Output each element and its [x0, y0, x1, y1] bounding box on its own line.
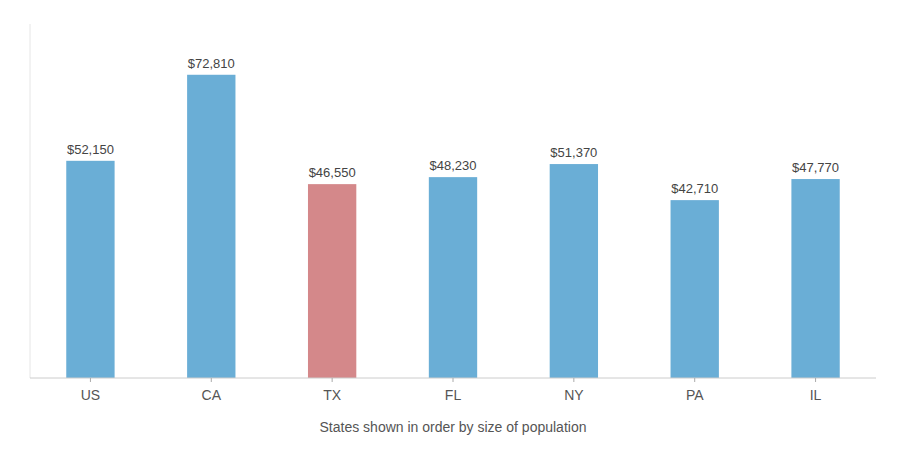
- bar: [671, 200, 719, 378]
- x-tick: [453, 378, 454, 382]
- data-label: $47,770: [792, 160, 839, 175]
- y-range-line: [30, 24, 31, 378]
- x-tick-label: FL: [445, 387, 462, 403]
- chart: $52,150 $72,810 $46,550 $48,230 $51,370 $42,7…: [0, 0, 900, 450]
- x-tick: [573, 378, 574, 382]
- data-label: $42,710: [671, 181, 718, 196]
- x-tick-label: TX: [323, 387, 342, 403]
- x-tick: [211, 378, 212, 382]
- x-tick-label: NY: [564, 387, 584, 403]
- data-label: $72,810: [188, 56, 235, 71]
- data-label: $52,150: [67, 142, 114, 157]
- x-tick: [332, 378, 333, 382]
- data-label: $51,370: [550, 145, 597, 160]
- x-tick: [90, 378, 91, 382]
- bar: [791, 179, 839, 378]
- x-tick: [694, 378, 695, 382]
- bar: [308, 184, 356, 378]
- bar: [550, 164, 598, 378]
- x-axis-label: States shown in order by size of populat…: [320, 419, 587, 435]
- chart-container: $52,150 $72,810 $46,550 $48,230 $51,370 $42,7…: [0, 0, 900, 450]
- bar: [66, 161, 114, 378]
- bars: [66, 75, 839, 378]
- bar: [429, 177, 477, 378]
- x-tick: [815, 378, 816, 382]
- bar: [187, 75, 235, 378]
- x-tick-label: PA: [686, 387, 704, 403]
- x-tick-label: CA: [202, 387, 222, 403]
- x-tick-label: US: [81, 387, 100, 403]
- x-tick-label: IL: [810, 387, 822, 403]
- data-label: $46,550: [309, 165, 356, 180]
- data-label: $48,230: [430, 158, 477, 173]
